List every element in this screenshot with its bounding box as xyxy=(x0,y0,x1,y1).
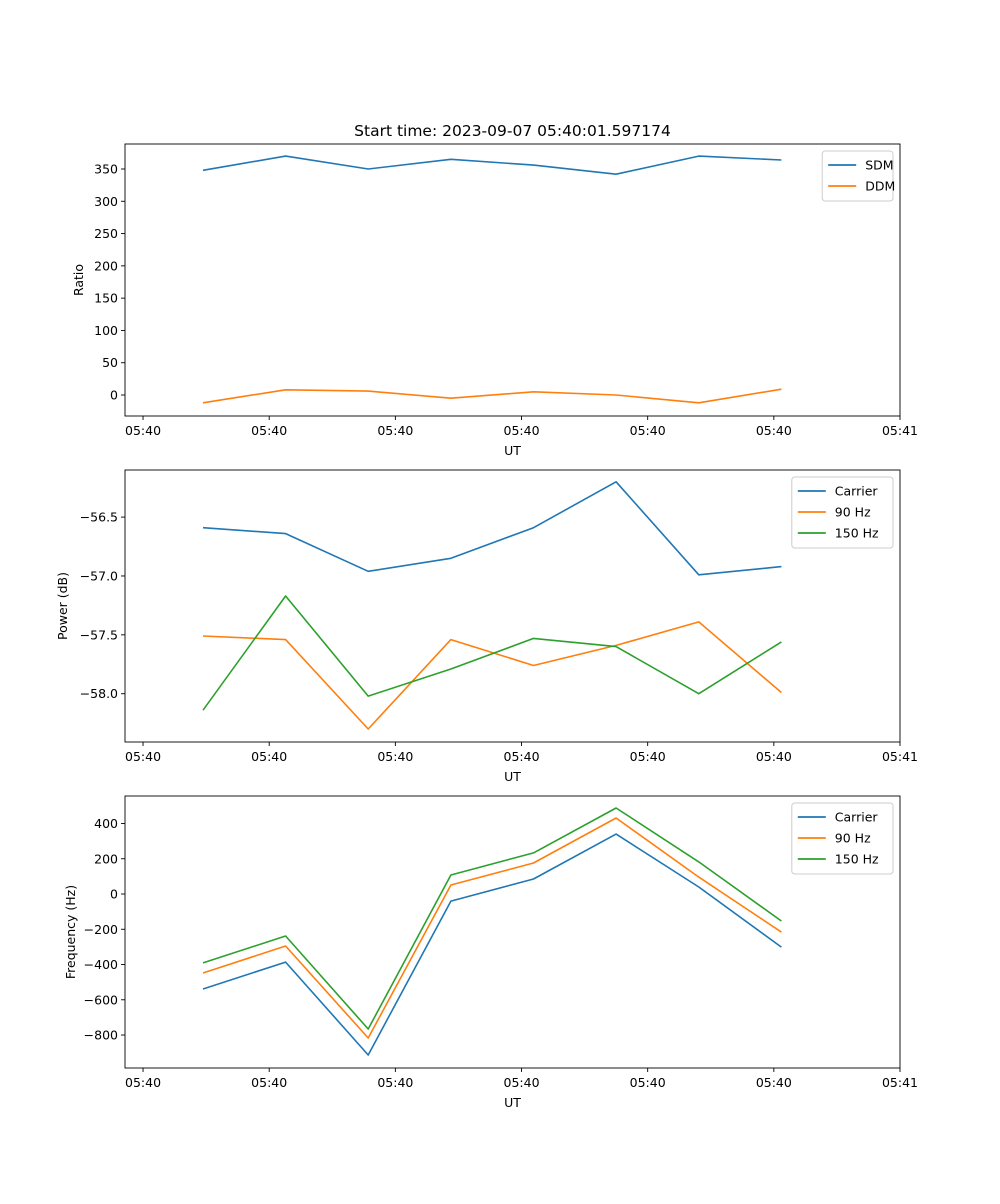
x-tick-label: 05:40 xyxy=(756,423,792,438)
series-line-carrier xyxy=(202,833,782,1056)
x-tick-label: 05:40 xyxy=(756,1075,792,1090)
legend-frame xyxy=(791,476,894,549)
x-tick-label: 05:40 xyxy=(125,423,161,438)
y-tick-label: −800 xyxy=(84,1028,118,1043)
y-tick-label: 350 xyxy=(94,161,118,176)
subplot-3: 05:40 05:40 05:40 05:40 05:40 05:40 05:41 UT −80… xyxy=(63,795,918,1110)
y-tick-label: −57.5 xyxy=(80,627,118,642)
x-tick-label: 05:40 xyxy=(125,749,161,764)
series-line-sdm xyxy=(202,155,782,175)
y-tick-label: 100 xyxy=(94,323,118,338)
y-tick-label: 200 xyxy=(94,258,118,273)
series-line-150-hz xyxy=(202,807,782,1030)
x-tick-label: 05:40 xyxy=(504,749,540,764)
y-tick-label: 200 xyxy=(94,851,118,866)
x-axis-label: UT xyxy=(504,769,521,784)
x-tick-label: 05:40 xyxy=(377,749,413,764)
y-axis-label: Power (dB) xyxy=(55,572,70,640)
y-tick-label: 0 xyxy=(110,388,118,403)
x-tick-label: 05:40 xyxy=(630,423,666,438)
legend-label: Carrier xyxy=(835,810,879,825)
series-line-90-hz xyxy=(202,817,782,1039)
x-tick-label: 05:40 xyxy=(756,749,792,764)
y-axis-label: Frequency (Hz) xyxy=(63,885,78,979)
legend-frame xyxy=(821,150,894,202)
y-tick-label: 400 xyxy=(94,816,118,831)
x-tick-label: 05:40 xyxy=(377,1075,413,1090)
y-tick-label: 150 xyxy=(94,291,118,306)
x-tick-label: 05:41 xyxy=(882,423,918,438)
y-tick-label: −200 xyxy=(84,922,118,937)
subplot-1: Start time: 2023-09-07 05:40:01.59717405… xyxy=(71,122,918,458)
y-tick-label: 300 xyxy=(94,194,118,209)
y-tick-label: −58.0 xyxy=(80,686,118,701)
legend: Carrier 90 Hz 150 Hz xyxy=(791,476,894,549)
series-line-carrier xyxy=(202,480,782,576)
series-line-90-hz xyxy=(202,621,782,730)
y-tick-label: −600 xyxy=(84,992,118,1007)
legend-frame xyxy=(791,802,894,875)
legend: SDM DDM xyxy=(821,150,895,202)
legend-label: 90 Hz xyxy=(835,505,871,520)
x-tick-label: 05:40 xyxy=(630,1075,666,1090)
x-tick-label: 05:41 xyxy=(882,1075,918,1090)
legend-label: SDM xyxy=(865,158,893,173)
x-tick-label: 05:40 xyxy=(504,1075,540,1090)
legend-label: DDM xyxy=(865,179,895,194)
x-tick-label: 05:40 xyxy=(251,423,287,438)
y-tick-label: 250 xyxy=(94,226,118,241)
axes-frame xyxy=(124,143,901,417)
legend-label: Carrier xyxy=(835,484,879,499)
axes-frame xyxy=(124,795,901,1069)
x-tick-label: 05:40 xyxy=(251,1075,287,1090)
y-tick-label: 0 xyxy=(110,887,118,902)
y-tick-label: −56.5 xyxy=(80,510,118,525)
x-tick-label: 05:40 xyxy=(125,1075,161,1090)
series-line-ddm xyxy=(202,388,782,404)
y-tick-label: −400 xyxy=(84,957,118,972)
legend: Carrier 90 Hz 150 Hz xyxy=(791,802,894,875)
axes-frame xyxy=(124,469,901,743)
legend-label: 150 Hz xyxy=(835,852,879,867)
chart-title: Start time: 2023-09-07 05:40:01.597174 xyxy=(354,122,671,140)
y-tick-label: −57.0 xyxy=(80,568,118,583)
x-tick-label: 05:40 xyxy=(377,423,413,438)
series-line-150-hz xyxy=(202,595,782,711)
x-tick-label: 05:40 xyxy=(251,749,287,764)
x-tick-label: 05:40 xyxy=(630,749,666,764)
x-axis-label: UT xyxy=(504,443,521,458)
legend-label: 150 Hz xyxy=(835,526,879,541)
x-tick-label: 05:41 xyxy=(882,749,918,764)
y-axis-label: Ratio xyxy=(71,264,86,296)
legend-label: 90 Hz xyxy=(835,831,871,846)
x-tick-label: 05:40 xyxy=(504,423,540,438)
subplot-2: 05:40 05:40 05:40 05:40 05:40 05:40 05:41 UT −58… xyxy=(55,469,918,784)
x-axis-label: UT xyxy=(504,1095,521,1110)
y-tick-label: 50 xyxy=(102,355,118,370)
